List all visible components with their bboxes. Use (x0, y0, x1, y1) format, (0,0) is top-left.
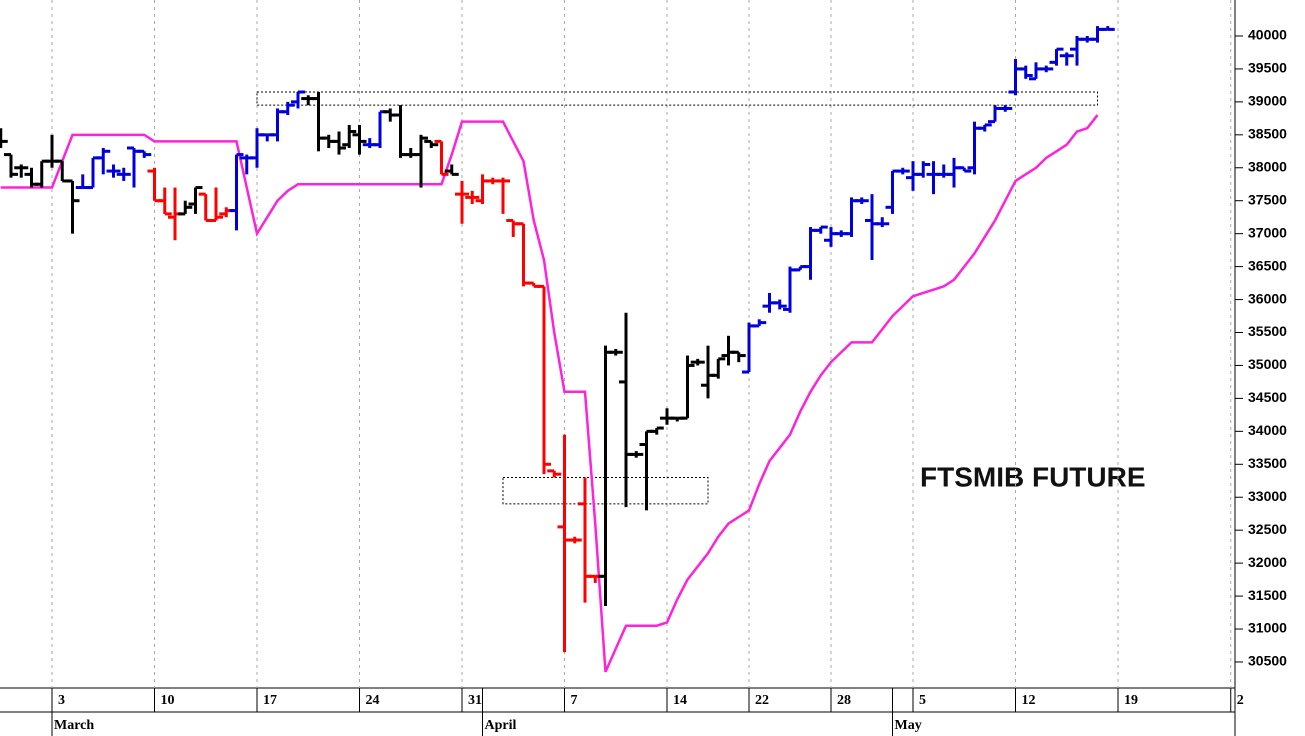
x-tick-label: 14 (673, 693, 687, 708)
y-tick-label: 36500 (1248, 257, 1287, 273)
y-tick-label: 32000 (1248, 554, 1287, 570)
y-tick-label: 39500 (1248, 60, 1287, 76)
x-tick-label: 19 (1124, 693, 1138, 708)
y-tick-label: 38500 (1248, 126, 1287, 142)
y-tick-label: 33000 (1248, 488, 1287, 504)
chart-title: FTSMIB FUTURE (920, 461, 1146, 492)
month-label: May (895, 718, 922, 733)
y-tick-label: 34000 (1248, 422, 1287, 438)
y-tick-label: 35000 (1248, 356, 1287, 372)
y-tick-label: 33500 (1248, 455, 1287, 471)
x-tick-label: 17 (263, 693, 277, 708)
x-tick-label: 3 (58, 693, 65, 708)
x-tick-label: 10 (161, 693, 175, 708)
y-tick-label: 38000 (1248, 158, 1287, 174)
y-tick-label: 40000 (1248, 27, 1287, 43)
y-tick-label: 31000 (1248, 620, 1287, 636)
x-tick-label: 5 (919, 693, 926, 708)
x-tick-label: 12 (1022, 693, 1036, 708)
y-tick-label: 37000 (1248, 224, 1287, 240)
y-tick-label: 35500 (1248, 323, 1287, 339)
x-tick-label: 28 (837, 693, 851, 708)
x-tick-label: 7 (571, 693, 578, 708)
y-tick-label: 32500 (1248, 521, 1287, 537)
zone (256, 91, 1098, 106)
x-tick-label: 31 (468, 693, 482, 708)
stop-line (0, 114, 1099, 673)
x-tick-label: 22 (755, 693, 769, 708)
x-tick-label: 2 (1237, 693, 1244, 708)
month-label: April (485, 718, 517, 733)
x-tick-label: 24 (366, 693, 380, 708)
month-label: March (54, 718, 94, 733)
y-tick-label: 31500 (1248, 587, 1287, 603)
y-tick-label: 36000 (1248, 290, 1287, 306)
y-tick-label: 34500 (1248, 389, 1287, 405)
y-tick-label: 30500 (1248, 653, 1287, 669)
y-tick-label: 37500 (1248, 191, 1287, 207)
y-tick-label: 39000 (1248, 93, 1287, 109)
